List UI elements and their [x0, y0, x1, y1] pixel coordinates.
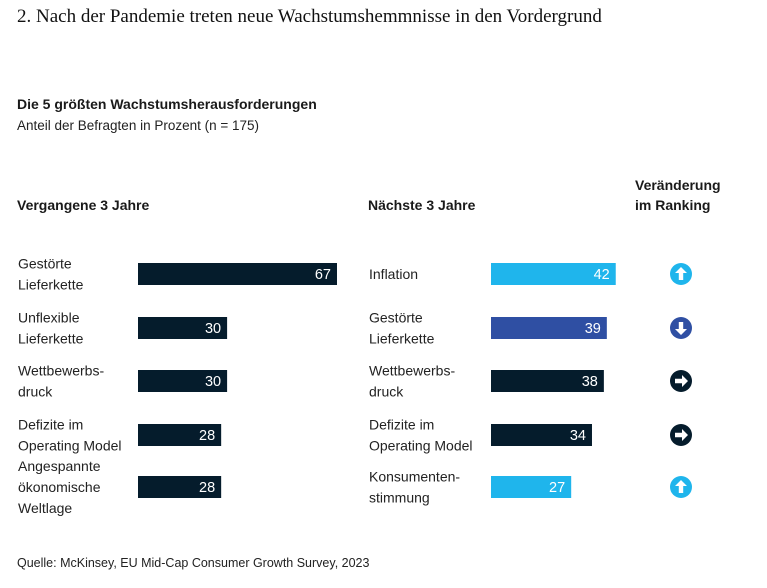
bar-value-label: 27 — [549, 480, 565, 496]
bar — [491, 370, 604, 392]
panel-heading-next: Nächste 3 Jahre — [368, 197, 476, 213]
arrow-shape — [675, 375, 688, 387]
bar-value-label: 28 — [199, 428, 215, 444]
arrow-glyph — [675, 375, 688, 387]
bar — [491, 476, 572, 498]
bar-value-label: 28 — [199, 480, 215, 496]
bar-value-label: 42 — [594, 267, 610, 283]
arrow-glyph — [675, 322, 687, 335]
ranking-heading: Veränderung im Ranking — [635, 175, 721, 215]
arrow-shape — [675, 322, 687, 335]
arrow-shape — [675, 267, 687, 280]
bar-value-label: 38 — [582, 374, 598, 390]
ranking-heading-line-2: im Ranking — [635, 197, 711, 213]
bar-value-label: 39 — [585, 321, 601, 337]
bar — [138, 317, 228, 339]
arrow-shape — [675, 429, 688, 441]
bar — [138, 263, 337, 285]
bar — [491, 424, 592, 446]
category-label: Gestörte Lieferkette — [18, 256, 84, 293]
bar — [491, 263, 616, 285]
bar — [491, 317, 607, 339]
category-label: Unflexible Lieferkette — [18, 310, 84, 347]
bar — [138, 370, 228, 392]
category-label: Konsumenten-stimmung — [369, 469, 460, 506]
chart-subtitle: Anteil der Befragten in Prozent (n = 175… — [17, 118, 260, 133]
bar — [138, 476, 222, 498]
category-label: Gestörte Lieferkette — [369, 310, 435, 347]
bar — [138, 424, 222, 446]
bar-value-label: 67 — [315, 267, 331, 283]
category-label: Angespannte ökonomische Weltlage — [18, 458, 101, 516]
category-label: Inflation — [369, 266, 418, 282]
category-label: Defizite im Operating Model — [369, 417, 473, 454]
chart-title: Die 5 größten Wachstumsherausforderungen — [17, 96, 317, 112]
bar-value-label: 34 — [570, 428, 586, 444]
arrow-glyph — [675, 267, 687, 280]
source-note: Quelle: McKinsey, EU Mid-Cap Consumer Gr… — [17, 556, 370, 570]
arrow-shape — [675, 480, 687, 493]
page-title: 2. Nach der Pandemie treten neue Wachstu… — [17, 6, 602, 27]
bar-value-label: 30 — [205, 374, 221, 390]
category-label: Defizite im Operating Model — [18, 417, 122, 454]
arrow-glyph — [675, 429, 688, 441]
category-label: Wettbewerbs-druck — [369, 363, 455, 400]
ranking-heading-line-1: Veränderung — [635, 177, 721, 193]
arrow-glyph — [675, 480, 687, 493]
panel-heading-past: Vergangene 3 Jahre — [17, 197, 150, 213]
category-label: Wettbewerbs-druck — [18, 363, 104, 400]
bar-value-label: 30 — [205, 321, 221, 337]
